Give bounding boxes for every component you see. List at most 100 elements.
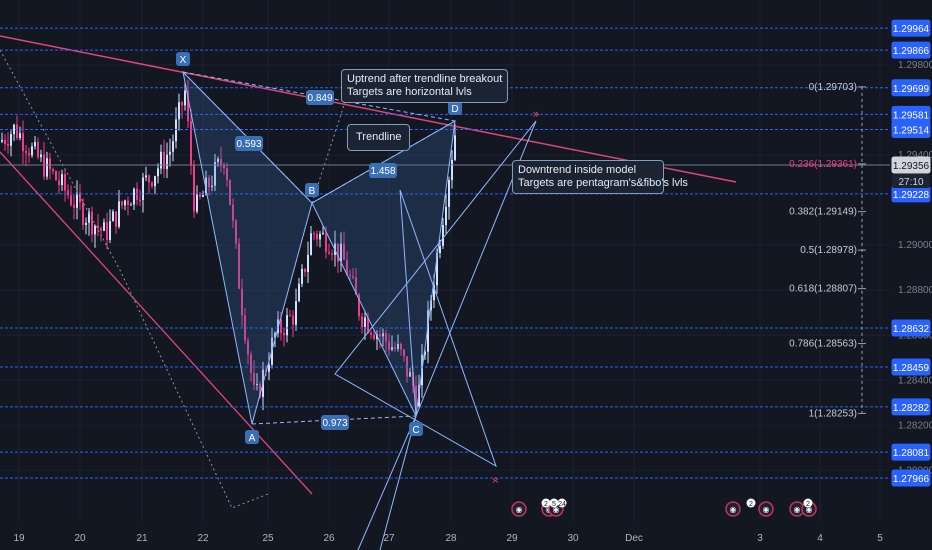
fib-level-label: 0.236(1.29361) bbox=[789, 159, 857, 170]
fib-level-label: 0(1.29703) bbox=[809, 82, 857, 93]
candle-body bbox=[10, 134, 12, 146]
x-tick-label: 27 bbox=[383, 533, 395, 544]
candle-body bbox=[226, 168, 228, 180]
candle-body bbox=[235, 220, 237, 244]
candle-body bbox=[190, 121, 192, 166]
candle-body bbox=[172, 141, 174, 152]
candle-body bbox=[328, 252, 330, 254]
candle-body bbox=[70, 195, 72, 205]
candle-body bbox=[232, 204, 234, 221]
candle-body bbox=[106, 222, 108, 240]
candle-body bbox=[199, 194, 201, 197]
price-level-label: 1.28081 bbox=[893, 448, 930, 459]
calendar-count-bg bbox=[803, 498, 813, 508]
candle-body bbox=[352, 276, 354, 278]
candle-body bbox=[442, 225, 444, 246]
price-level-tag bbox=[891, 398, 931, 416]
pattern-point-label: A bbox=[249, 433, 256, 444]
price-level-label: 1.29866 bbox=[893, 46, 930, 57]
price-level-tag bbox=[891, 469, 931, 487]
x-tick-label: 19 bbox=[13, 533, 25, 544]
candle-body bbox=[259, 383, 261, 398]
candle-body bbox=[364, 317, 366, 327]
candle-body bbox=[295, 301, 297, 325]
price-level-tag bbox=[891, 443, 931, 461]
candle-body bbox=[160, 151, 162, 169]
fib-level-label: 1(1.28253) bbox=[809, 408, 857, 419]
candle-body bbox=[403, 349, 405, 357]
x-tick-label: Dec bbox=[625, 533, 643, 544]
candle-body bbox=[40, 154, 42, 158]
candle-body bbox=[310, 233, 312, 255]
candle-body bbox=[394, 347, 396, 349]
candle-body bbox=[385, 333, 387, 342]
candle-body bbox=[1, 140, 3, 142]
downtrend-annotation[interactable]: Downtrend inside model Targets are penta… bbox=[512, 160, 688, 194]
candle-body bbox=[13, 124, 15, 135]
price-level-tag bbox=[891, 79, 931, 97]
price-axis: 1.298001.294001.290001.288001.286001.284… bbox=[890, 0, 932, 550]
candle-body bbox=[148, 175, 150, 183]
countdown-tag bbox=[892, 174, 930, 189]
x-tick-label: 3 bbox=[757, 533, 763, 544]
calendar-event-glyph: ◉ bbox=[794, 505, 801, 514]
candle-body bbox=[373, 334, 375, 339]
candle-body bbox=[166, 154, 168, 169]
x-tick-label: 28 bbox=[445, 533, 457, 544]
candle-body bbox=[277, 319, 279, 333]
pentagram-extension bbox=[379, 415, 417, 550]
price-level-tag bbox=[891, 156, 931, 174]
grid bbox=[0, 0, 890, 522]
countdown-label: 27:10 bbox=[898, 177, 923, 188]
calendar-event-icon bbox=[758, 501, 774, 517]
candle-body bbox=[229, 179, 231, 205]
candle-body bbox=[124, 200, 126, 206]
x-tick-label: 21 bbox=[136, 533, 148, 544]
axis-label: 1.29400 bbox=[898, 150, 932, 161]
candle-body bbox=[349, 274, 351, 277]
candle-body bbox=[217, 158, 219, 163]
candle-body bbox=[16, 124, 18, 138]
pattern-point-label: B bbox=[309, 186, 316, 197]
candle-body bbox=[325, 232, 327, 253]
support-trendline bbox=[0, 151, 313, 495]
calendar-count-bg bbox=[549, 498, 559, 508]
price-levels bbox=[0, 27, 890, 509]
candle-body bbox=[61, 174, 63, 186]
axis-label: 1.29000 bbox=[898, 240, 932, 251]
candle-body bbox=[46, 158, 48, 177]
candle-body bbox=[370, 332, 372, 335]
price-level-label: 1.28459 bbox=[893, 363, 930, 374]
candle-body bbox=[73, 204, 75, 208]
price-level-label: 1.28632 bbox=[893, 324, 930, 335]
candle-body bbox=[94, 225, 96, 235]
candle-body bbox=[448, 179, 450, 207]
pattern-point-label: C bbox=[412, 425, 419, 436]
candle-body bbox=[133, 188, 135, 205]
candle-body bbox=[439, 245, 441, 254]
ratio-label: 0.973 bbox=[322, 418, 347, 429]
calendar-event-glyph: ◉ bbox=[730, 505, 737, 514]
candle-body bbox=[367, 317, 369, 333]
harmonic-pattern: X A B C D 0.593 1.458 0.849 0.973 » » bbox=[176, 52, 540, 550]
candle-body bbox=[388, 341, 390, 350]
candle-body bbox=[34, 141, 36, 147]
axis-label: 1.29800 bbox=[898, 60, 932, 71]
candle-body bbox=[316, 233, 318, 240]
candle-body bbox=[19, 133, 21, 138]
candle-body bbox=[178, 102, 180, 120]
trendline-annotation[interactable]: Trendline bbox=[347, 124, 411, 151]
candle-body bbox=[436, 253, 438, 286]
candle-body bbox=[196, 194, 198, 212]
ratio-bg bbox=[306, 90, 334, 105]
candle-body bbox=[445, 206, 447, 226]
uptrend-annotation[interactable]: Uptrend after trendline breakout Targets… bbox=[341, 69, 509, 103]
calendar-event-glyph: ◉ bbox=[516, 505, 523, 514]
candle-body bbox=[454, 135, 456, 160]
candle-body bbox=[55, 171, 57, 181]
candle-body bbox=[109, 221, 111, 240]
pattern-point-bg bbox=[448, 101, 462, 115]
candle-body bbox=[211, 185, 213, 188]
